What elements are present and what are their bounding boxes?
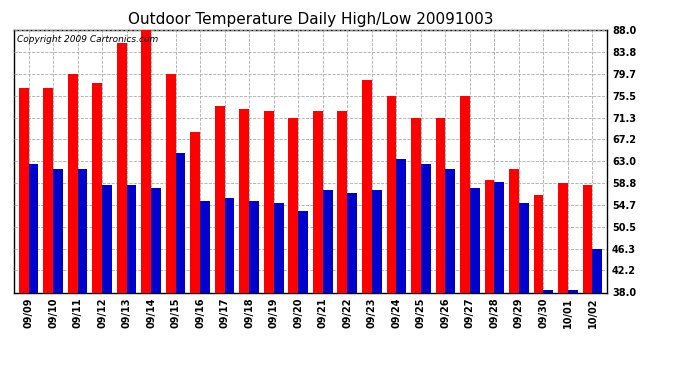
Bar [28, 164, 39, 292]
Bar [19, 88, 28, 292]
Bar [68, 74, 77, 292]
Bar [323, 190, 333, 292]
Bar [470, 188, 480, 292]
Bar [176, 153, 186, 292]
Bar [362, 80, 372, 292]
Bar [200, 201, 210, 292]
Bar [582, 185, 593, 292]
Bar [239, 109, 249, 292]
Bar [166, 74, 176, 292]
Bar [386, 96, 396, 292]
Bar [396, 159, 406, 292]
Bar [421, 164, 431, 292]
Bar [435, 118, 445, 292]
Bar [495, 182, 504, 292]
Bar [126, 185, 137, 292]
Bar [77, 169, 88, 292]
Bar [264, 111, 274, 292]
Bar [544, 290, 553, 292]
Bar [190, 132, 200, 292]
Bar [298, 211, 308, 292]
Bar [215, 106, 225, 292]
Bar [411, 118, 421, 292]
Bar [519, 203, 529, 292]
Bar [568, 290, 578, 292]
Bar [484, 180, 495, 292]
Bar [288, 118, 298, 292]
Title: Outdoor Temperature Daily High/Low 20091003: Outdoor Temperature Daily High/Low 20091… [128, 12, 493, 27]
Bar [43, 88, 53, 292]
Bar [102, 185, 112, 292]
Bar [533, 195, 544, 292]
Bar [558, 183, 568, 292]
Bar [593, 249, 602, 292]
Bar [372, 190, 382, 292]
Bar [347, 193, 357, 292]
Bar [225, 198, 235, 292]
Bar [274, 203, 284, 292]
Bar [337, 111, 347, 292]
Bar [249, 201, 259, 292]
Bar [313, 111, 323, 292]
Bar [509, 169, 519, 292]
Bar [92, 82, 102, 292]
Text: Copyright 2009 Cartronics.com: Copyright 2009 Cartronics.com [17, 35, 158, 44]
Bar [53, 169, 63, 292]
Bar [141, 30, 151, 292]
Bar [117, 43, 126, 292]
Bar [445, 169, 455, 292]
Bar [460, 96, 470, 292]
Bar [151, 188, 161, 292]
